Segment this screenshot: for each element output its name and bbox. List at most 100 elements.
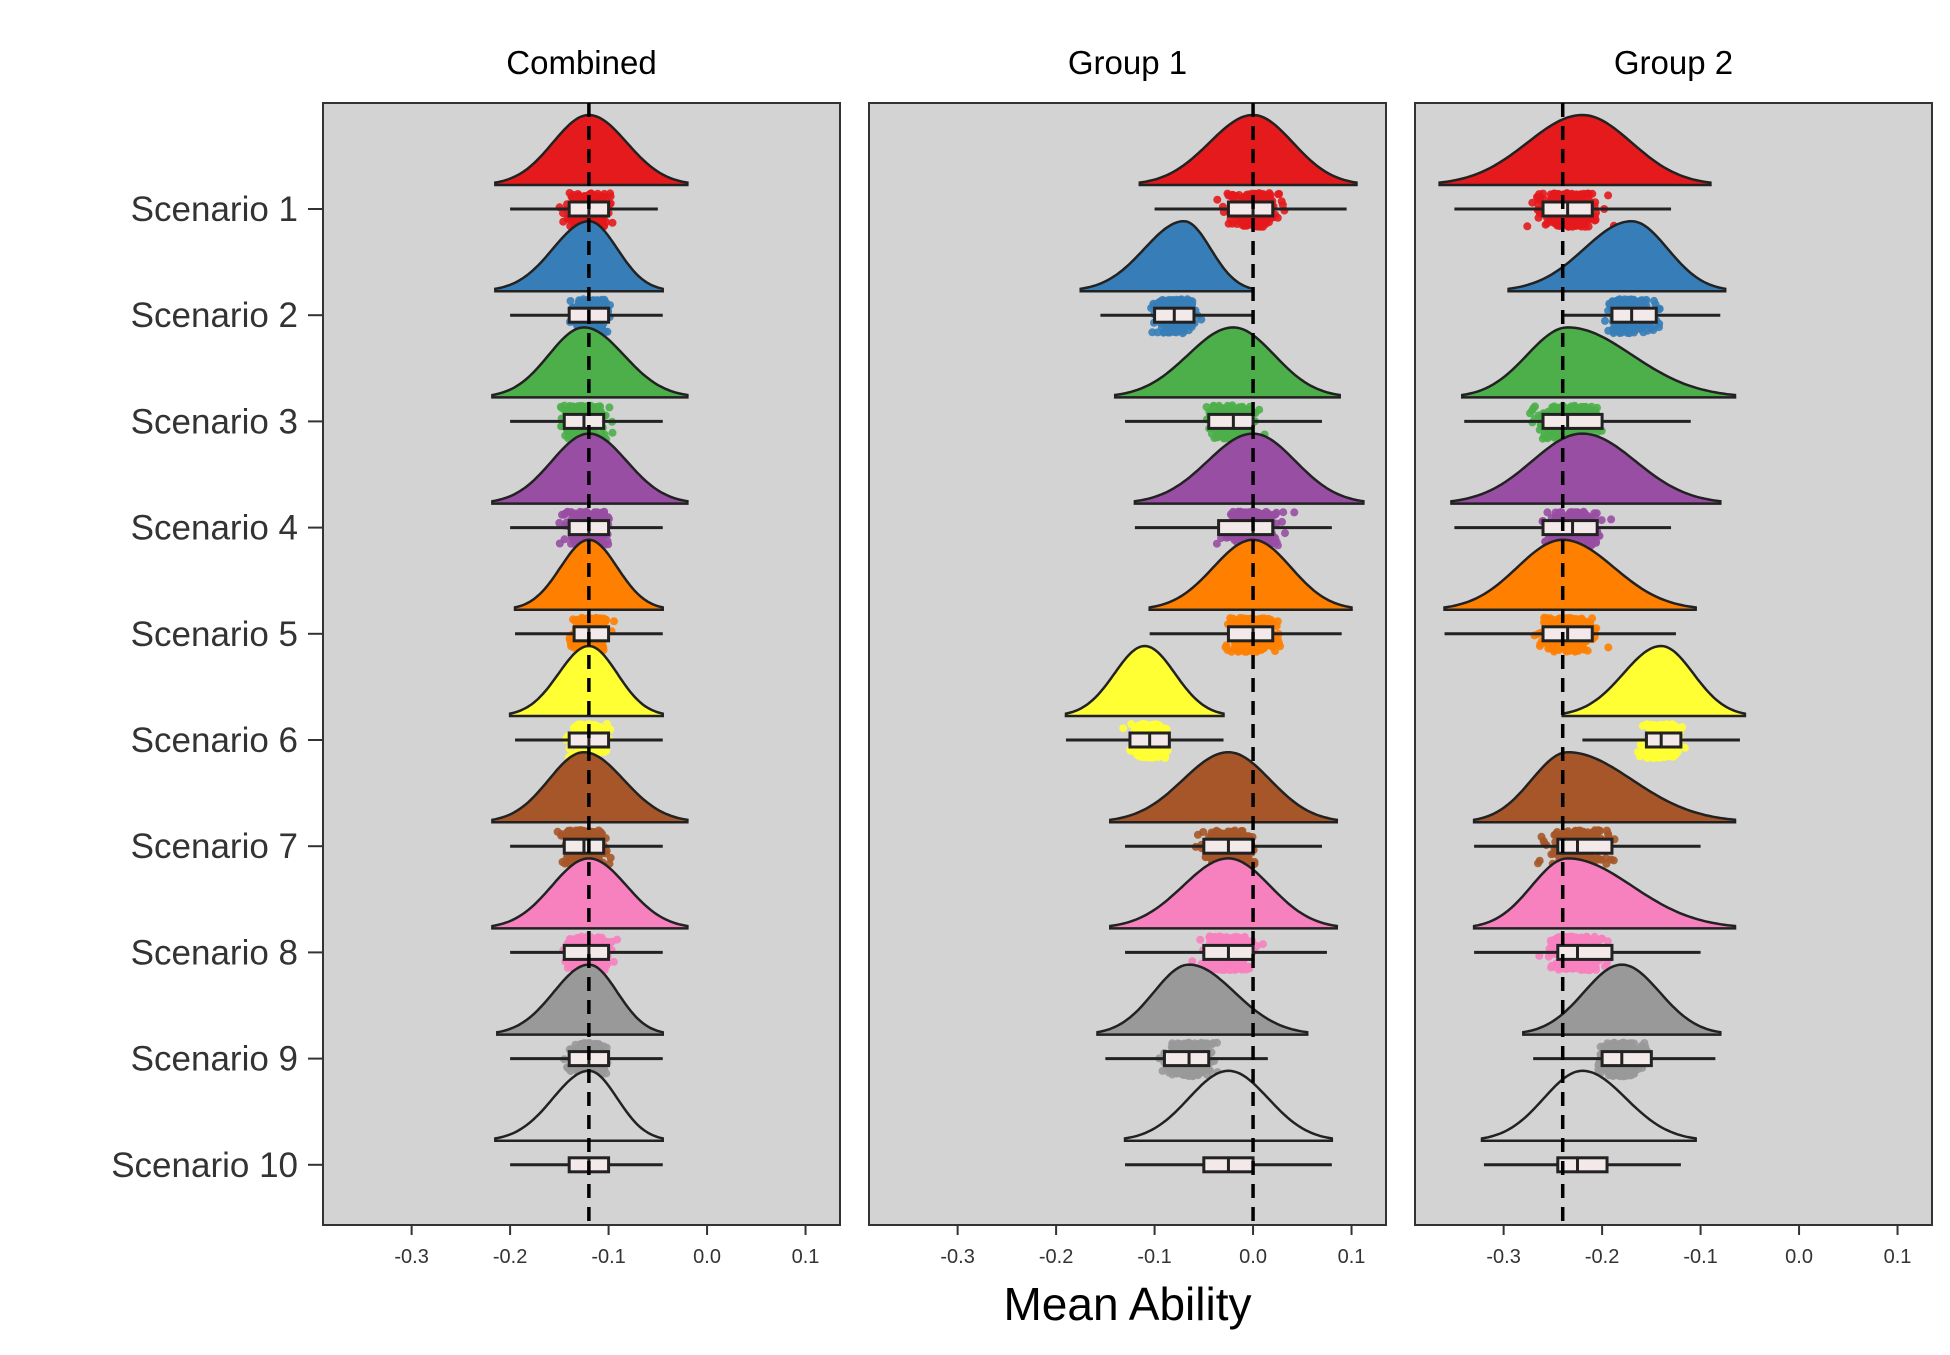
y-tick-label-scenario-8: Scenario 8 bbox=[131, 933, 298, 972]
y-tick-label-scenario-5: Scenario 5 bbox=[131, 615, 298, 654]
box bbox=[1219, 521, 1273, 535]
data-point bbox=[595, 404, 603, 412]
x-tick-label: -0.3 bbox=[394, 1246, 428, 1268]
data-point bbox=[576, 826, 584, 834]
x-axis-title: Mean Ability bbox=[1003, 1278, 1251, 1330]
box bbox=[1228, 627, 1272, 641]
data-point bbox=[1231, 536, 1239, 544]
data-point bbox=[1148, 328, 1156, 336]
data-point bbox=[1523, 222, 1531, 230]
y-tick-label-scenario-3: Scenario 3 bbox=[131, 402, 298, 441]
data-point bbox=[1228, 403, 1236, 411]
x-tick-label: -0.3 bbox=[1486, 1246, 1520, 1268]
data-point bbox=[574, 190, 582, 198]
data-point bbox=[609, 429, 617, 437]
data-point bbox=[561, 510, 569, 518]
data-point bbox=[591, 192, 599, 200]
facet-title-combined: Combined bbox=[506, 44, 656, 81]
panel-group-2: -0.3 -0.2 -0.1 0.0 0.1 bbox=[1415, 103, 1932, 1268]
data-point bbox=[603, 328, 611, 336]
data-point bbox=[567, 297, 575, 305]
y-tick-label-scenario-6: Scenario 6 bbox=[131, 721, 298, 760]
data-point bbox=[610, 617, 618, 625]
x-tick-label: -0.2 bbox=[1585, 1246, 1619, 1268]
data-point bbox=[600, 615, 608, 623]
data-point bbox=[613, 936, 621, 944]
data-point bbox=[1217, 830, 1225, 838]
y-tick-label-scenario-4: Scenario 4 bbox=[131, 509, 298, 548]
data-point bbox=[1259, 940, 1267, 948]
data-point bbox=[591, 617, 599, 625]
data-point bbox=[1255, 509, 1263, 517]
x-tick-label: -0.2 bbox=[493, 1246, 527, 1268]
x-tick-label: -0.1 bbox=[1137, 1246, 1171, 1268]
y-tick-label-scenario-9: Scenario 9 bbox=[131, 1040, 298, 1079]
data-point bbox=[1275, 190, 1283, 198]
x-tick-label: 0.0 bbox=[693, 1246, 721, 1268]
data-point bbox=[1274, 617, 1282, 625]
data-point bbox=[1179, 329, 1187, 337]
data-point bbox=[1165, 296, 1173, 304]
box bbox=[564, 945, 608, 959]
x-tick-label: 0.1 bbox=[1338, 1246, 1366, 1268]
panel-combined: -0.3 -0.2 -0.1 0.0 0.1 bbox=[323, 103, 840, 1268]
data-point bbox=[1238, 937, 1246, 945]
data-point bbox=[1142, 722, 1150, 730]
data-point bbox=[1271, 511, 1279, 519]
x-tick-label: -0.3 bbox=[940, 1246, 974, 1268]
data-point bbox=[566, 828, 574, 836]
y-tick-label-scenario-7: Scenario 7 bbox=[131, 827, 298, 866]
data-point bbox=[1279, 508, 1287, 516]
data-point bbox=[602, 218, 610, 226]
data-point bbox=[1281, 529, 1289, 537]
box bbox=[574, 627, 608, 641]
data-point bbox=[590, 828, 598, 836]
data-point bbox=[603, 720, 611, 728]
data-point bbox=[1187, 1069, 1195, 1077]
x-tick-label: 0.0 bbox=[1785, 1246, 1813, 1268]
data-point bbox=[1196, 936, 1204, 944]
data-point bbox=[1165, 327, 1173, 335]
data-point bbox=[1228, 648, 1236, 656]
data-point bbox=[1274, 635, 1282, 643]
x-tick-label: 0.1 bbox=[792, 1246, 820, 1268]
data-point bbox=[1213, 963, 1221, 971]
data-point bbox=[558, 830, 566, 838]
data-point bbox=[1223, 641, 1231, 649]
x-tick-label: -0.2 bbox=[1039, 1246, 1073, 1268]
data-point bbox=[1225, 829, 1233, 837]
data-point bbox=[1119, 724, 1127, 732]
box bbox=[1228, 202, 1272, 216]
data-point bbox=[1257, 223, 1265, 231]
box bbox=[1164, 1052, 1208, 1066]
data-point bbox=[556, 540, 564, 548]
data-point bbox=[1213, 196, 1221, 204]
box bbox=[1209, 414, 1253, 428]
x-tick-label: 0.0 bbox=[1239, 1246, 1267, 1268]
x-tick-label: -0.1 bbox=[1683, 1246, 1717, 1268]
facet-title-group-2: Group 2 bbox=[1614, 44, 1733, 81]
x-tick-label: 0.1 bbox=[1884, 1246, 1912, 1268]
panel-group-1: -0.3 -0.2 -0.1 0.0 0.1 bbox=[869, 103, 1386, 1268]
y-tick-label-scenario-1: Scenario 1 bbox=[131, 190, 298, 229]
data-point bbox=[1237, 508, 1245, 516]
data-point bbox=[1264, 191, 1272, 199]
data-point bbox=[1178, 1070, 1186, 1078]
data-point bbox=[607, 854, 615, 862]
y-tick-label-scenario-10: Scenario 10 bbox=[111, 1146, 298, 1185]
data-point bbox=[1173, 296, 1181, 304]
data-point bbox=[1218, 935, 1226, 943]
data-point bbox=[1136, 748, 1144, 756]
data-point bbox=[557, 403, 565, 411]
x-tick-label: -0.1 bbox=[591, 1246, 625, 1268]
data-point bbox=[605, 403, 613, 411]
data-point bbox=[1239, 645, 1247, 653]
data-point bbox=[1290, 508, 1298, 516]
data-point bbox=[1229, 615, 1237, 623]
facet-title-group-1: Group 1 bbox=[1068, 44, 1187, 81]
data-point bbox=[1231, 961, 1239, 969]
data-point bbox=[600, 190, 608, 198]
data-point bbox=[1209, 402, 1217, 410]
data-point bbox=[1225, 192, 1233, 200]
